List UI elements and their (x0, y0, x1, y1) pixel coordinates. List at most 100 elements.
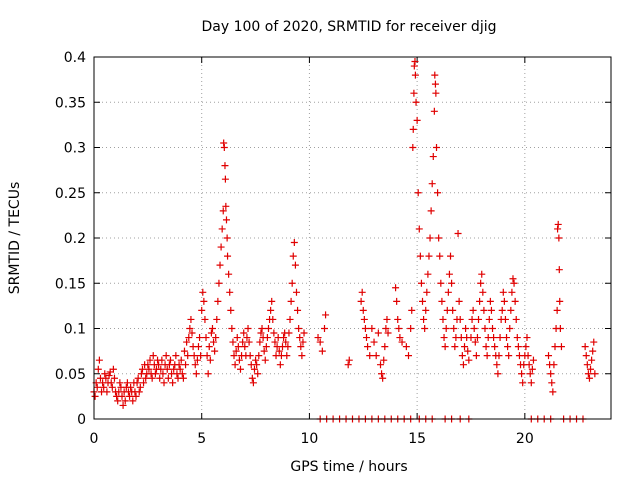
data-point (548, 379, 556, 387)
data-point (296, 334, 304, 342)
data-point (219, 207, 227, 215)
data-point (148, 374, 156, 382)
data-point (205, 343, 213, 351)
data-point (485, 315, 493, 323)
data-point (254, 370, 262, 378)
data-point (194, 343, 202, 351)
data-point (372, 352, 380, 360)
data-point (236, 365, 244, 373)
data-point (529, 356, 537, 364)
data-point (95, 356, 103, 364)
y-tick-label: 0.15 (55, 276, 86, 292)
data-point (230, 352, 238, 360)
data-point (300, 329, 308, 337)
data-point (514, 343, 522, 351)
data-point (554, 225, 562, 233)
data-point (228, 325, 236, 332)
data-point (158, 356, 166, 364)
data-point (177, 356, 185, 364)
data-point (361, 325, 369, 332)
data-point (449, 306, 457, 314)
data-point (513, 334, 521, 342)
data-point (433, 144, 441, 151)
data-point (407, 325, 415, 332)
data-point (256, 338, 264, 346)
data-point (212, 334, 220, 342)
data-point (527, 379, 535, 387)
data-point (436, 252, 444, 260)
data-point (411, 58, 419, 66)
data-point (498, 306, 506, 314)
y-axis-label: SRMTID / TECUs (7, 182, 23, 295)
data-point (220, 144, 228, 151)
data-point (127, 383, 135, 391)
data-point (176, 365, 184, 373)
data-point (146, 356, 154, 364)
y-tick-label: 0.05 (55, 367, 86, 383)
x-tick-label: 10 (301, 431, 319, 447)
data-point (465, 356, 473, 364)
data-point (290, 239, 298, 247)
data-point (425, 252, 433, 260)
data-point (203, 352, 211, 360)
data-point (507, 306, 515, 314)
data-points (90, 58, 599, 423)
data-point (222, 202, 230, 210)
data-point (431, 80, 439, 88)
data-point (269, 315, 277, 323)
data-point (478, 270, 486, 278)
plot-frame (93, 56, 612, 420)
data-point (136, 383, 144, 391)
data-point (512, 315, 520, 323)
data-point (424, 270, 432, 278)
data-point (482, 343, 490, 351)
data-point (464, 347, 472, 355)
data-point (129, 397, 137, 405)
data-point (285, 329, 293, 337)
data-point (191, 361, 199, 369)
data-point (123, 379, 131, 387)
data-point (493, 361, 501, 369)
data-point (132, 392, 140, 400)
data-point (114, 397, 122, 405)
data-point (490, 334, 498, 342)
data-point (225, 270, 233, 278)
data-point (475, 315, 483, 323)
x-tick-label: 15 (408, 431, 426, 447)
data-point (206, 356, 214, 364)
data-point (218, 225, 226, 233)
data-point (116, 379, 124, 387)
data-point (499, 288, 507, 296)
data-point (226, 288, 234, 296)
data-point (135, 388, 143, 396)
data-point (384, 329, 392, 337)
data-point (288, 279, 296, 287)
y-tick-label: 0.1 (64, 322, 86, 338)
data-point (178, 370, 186, 378)
data-point (182, 361, 190, 369)
data-point (162, 352, 170, 360)
data-point (422, 306, 430, 314)
data-point (208, 325, 216, 332)
data-point (170, 365, 178, 373)
data-point (439, 315, 447, 323)
data-point (201, 315, 209, 323)
data-point (211, 347, 219, 355)
data-point (267, 306, 275, 314)
data-point (525, 361, 533, 369)
data-point (257, 329, 265, 337)
data-point (427, 207, 435, 215)
data-point (511, 297, 519, 305)
data-point (169, 379, 177, 387)
data-point (393, 297, 401, 305)
data-point (395, 325, 403, 332)
data-point (159, 370, 167, 378)
data-point (480, 306, 488, 314)
data-point (554, 220, 562, 228)
data-point (476, 297, 484, 305)
data-point (193, 356, 201, 364)
y-tick-label: 0.25 (55, 186, 86, 202)
data-point (518, 370, 526, 378)
data-point (523, 334, 531, 342)
